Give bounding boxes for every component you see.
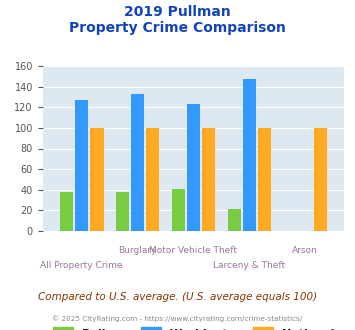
- Text: All Property Crime: All Property Crime: [40, 261, 123, 270]
- Text: Property Crime Comparison: Property Crime Comparison: [69, 21, 286, 35]
- Bar: [202, 128, 215, 231]
- Bar: [258, 128, 271, 231]
- Text: Arson: Arson: [293, 246, 318, 255]
- Bar: [146, 128, 159, 231]
- Bar: [60, 192, 73, 231]
- Text: Motor Vehicle Theft: Motor Vehicle Theft: [149, 246, 237, 255]
- Bar: [131, 94, 144, 231]
- Legend: Pullman, Washington, National: Pullman, Washington, National: [48, 322, 339, 330]
- Bar: [243, 80, 256, 231]
- Text: Compared to U.S. average. (U.S. average equals 100): Compared to U.S. average. (U.S. average …: [38, 292, 317, 302]
- Bar: [172, 189, 185, 231]
- Bar: [187, 104, 200, 231]
- Text: Larceny & Theft: Larceny & Theft: [213, 261, 285, 270]
- Text: Burglary: Burglary: [118, 246, 157, 255]
- Bar: [313, 128, 327, 231]
- Text: © 2025 CityRating.com - https://www.cityrating.com/crime-statistics/: © 2025 CityRating.com - https://www.city…: [53, 315, 302, 322]
- Bar: [90, 128, 104, 231]
- Bar: [228, 209, 241, 231]
- Bar: [116, 192, 129, 231]
- Bar: [75, 100, 88, 231]
- Text: 2019 Pullman: 2019 Pullman: [124, 5, 231, 19]
